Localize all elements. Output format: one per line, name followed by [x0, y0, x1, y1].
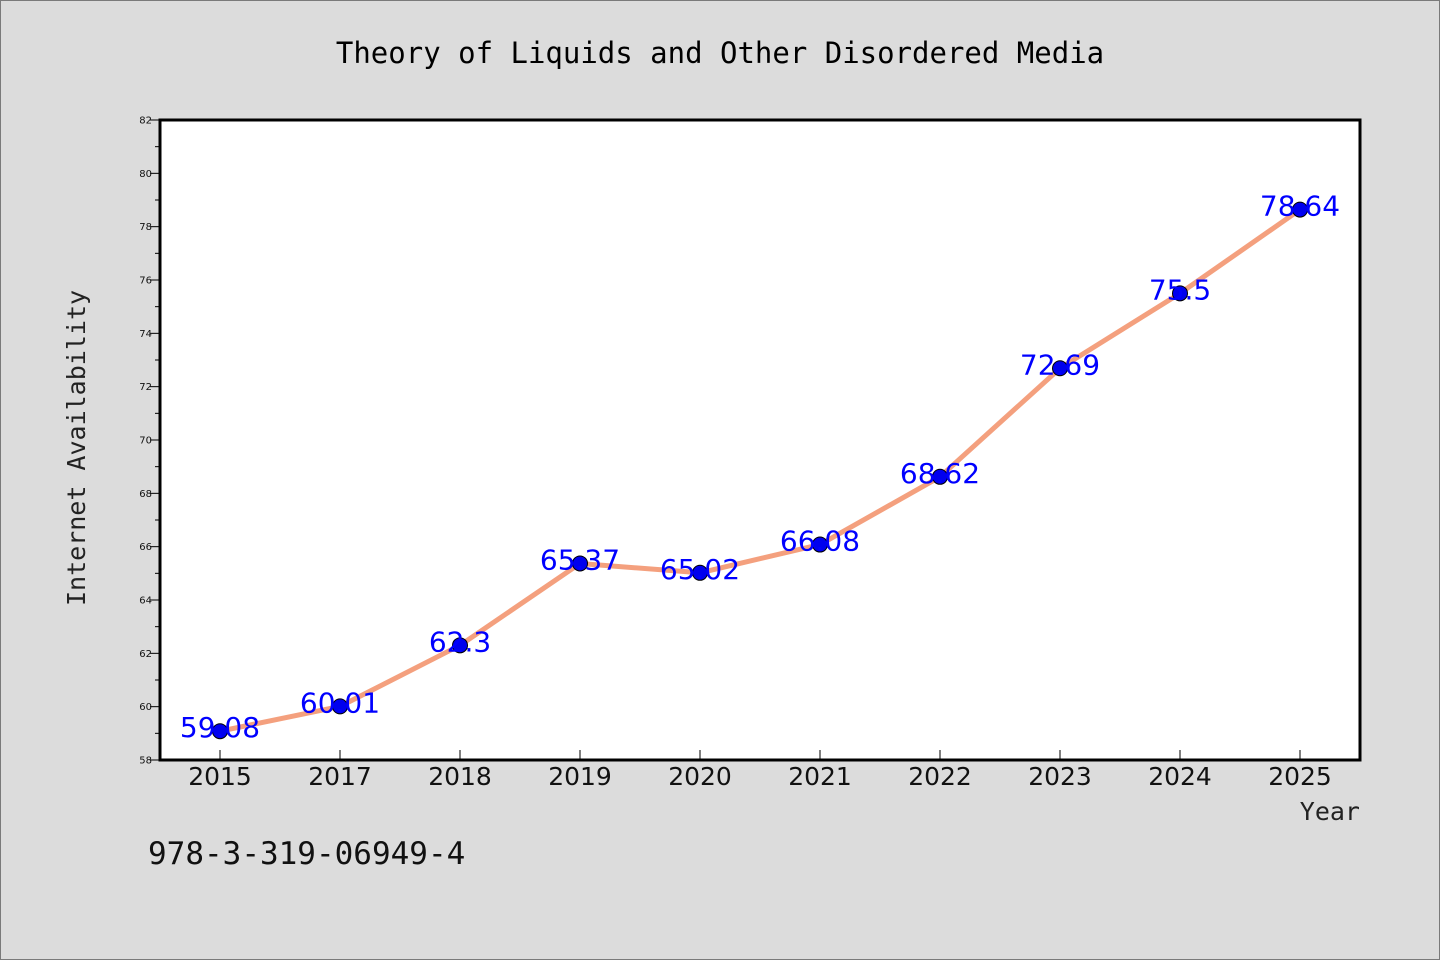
x-tick-label: 2018 — [428, 762, 492, 791]
data-point — [332, 698, 348, 715]
data-label: 78.64 — [1260, 190, 1340, 223]
x-tick-label: 2021 — [788, 762, 852, 791]
data-label: 72.69 — [1020, 348, 1100, 381]
x-tick-label: 2015 — [188, 762, 252, 791]
data-label: 65.02 — [660, 553, 740, 586]
data-point — [1292, 201, 1308, 218]
y-tick-label: 68 — [139, 489, 152, 500]
series-line — [217, 207, 1303, 734]
x-tick-label: 2023 — [1028, 762, 1092, 791]
y-tick-label: 70 — [139, 436, 152, 447]
y-tick-label: 82 — [139, 116, 152, 127]
data-label: 66.08 — [780, 525, 860, 558]
data-labels: 59.08 60.01 62.3 65.37 65.02 66.08 68.62 72.69 7… — [180, 190, 1340, 745]
y-tick-label: 72 — [139, 382, 152, 393]
data-label: 59.08 — [180, 711, 260, 744]
x-tick-label: 2017 — [308, 762, 372, 791]
y-tick-label: 76 — [139, 276, 152, 287]
data-point — [1172, 285, 1188, 302]
data-label: 62.3 — [429, 625, 491, 658]
data-label: 68.62 — [900, 457, 980, 490]
chart-title: Theory of Liquids and Other Disordered M… — [336, 36, 1104, 70]
data-point — [572, 555, 588, 572]
y-tick-label: 58 — [139, 756, 152, 767]
x-tick-label: 2022 — [908, 762, 972, 791]
data-point — [932, 468, 948, 485]
y-tick-label: 64 — [139, 596, 152, 607]
y-tick-label: 62 — [139, 649, 152, 660]
data-point — [212, 723, 228, 740]
y-tick-label: 60 — [139, 702, 152, 713]
x-axis-label: Year — [1300, 797, 1360, 826]
y-tick-label: 78 — [139, 222, 152, 233]
y-tick-label: 80 — [139, 169, 152, 180]
series-group — [212, 201, 1308, 740]
x-axis: 2015 2017 2018 2019 2020 2021 2022 2023 2024 2025 — [188, 750, 1332, 791]
x-tick-label: 2024 — [1148, 762, 1212, 791]
isbn-annotation: 978-3-319-06949-4 — [148, 836, 465, 872]
data-point — [812, 536, 828, 553]
x-tick-label: 2025 — [1268, 762, 1332, 791]
data-label: 60.01 — [300, 686, 380, 719]
y-axis-label: Internet Availability — [62, 290, 91, 606]
data-point — [452, 637, 468, 654]
plot-area — [158, 118, 1362, 762]
y-axis: 58 60 62 64 66 68 70 72 74 76 78 80 82 — [139, 116, 160, 767]
data-point — [692, 564, 708, 581]
x-tick-label: 2020 — [668, 762, 732, 791]
y-tick-label: 66 — [139, 542, 152, 553]
data-label: 65.37 — [540, 543, 620, 576]
x-tick-label: 2019 — [548, 762, 612, 791]
y-tick-label: 74 — [139, 329, 152, 340]
data-point — [1052, 360, 1068, 377]
data-label: 75.5 — [1149, 273, 1211, 306]
